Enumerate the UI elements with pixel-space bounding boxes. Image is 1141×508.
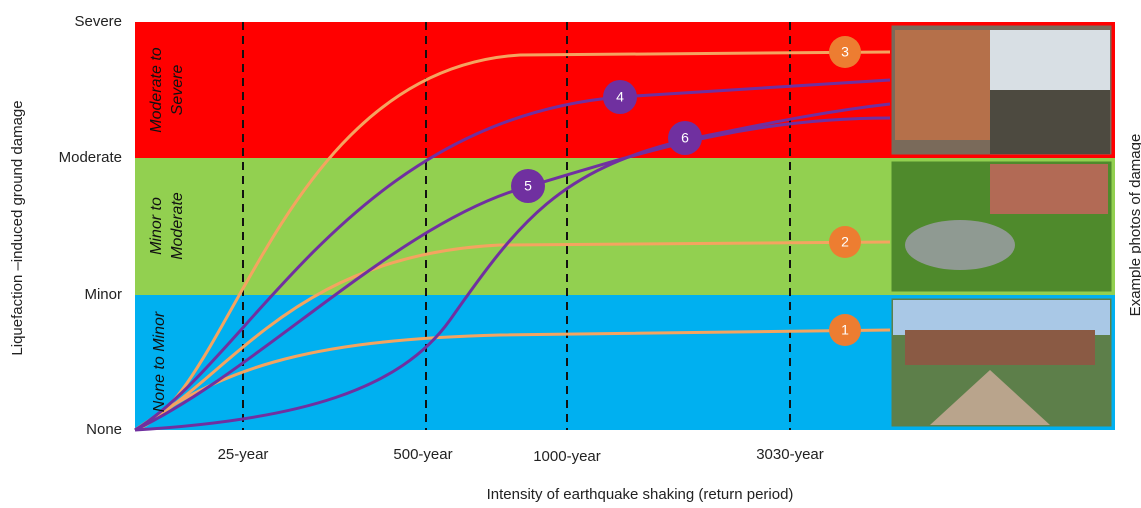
curve-label: 2 [841, 234, 849, 250]
y-level: Moderate [59, 149, 122, 166]
y-axis-title: Liquefaction –induced ground damage [9, 100, 26, 355]
curve-label: 6 [681, 130, 689, 146]
x-axis-title: Intensity of earthquake shaking (return … [487, 486, 794, 503]
band-label: Severe [169, 65, 186, 116]
x-label: 3030-year [756, 446, 824, 463]
x-label: 25-year [218, 446, 269, 463]
x-label: 500-year [393, 446, 452, 463]
y-level: Severe [74, 13, 122, 30]
band-label: None to Minor [151, 311, 168, 412]
curve-label: 5 [524, 178, 532, 194]
x-label: 1000-year [533, 448, 601, 465]
photos [890, 24, 1113, 428]
y-level: None [86, 421, 122, 438]
curve-label: 1 [841, 322, 849, 338]
y-level: Minor [84, 286, 122, 303]
diagram: 1 2 3 4 5 6 Moderate to Severe Minor to … [0, 0, 1141, 508]
band-label: Minor to [148, 197, 165, 255]
band-label: Moderate [169, 192, 186, 260]
curve-label: 3 [841, 44, 849, 60]
curve-label: 4 [616, 89, 624, 105]
band-label: Moderate to [148, 47, 165, 132]
photos-title: Example photos of damage [1127, 134, 1141, 317]
